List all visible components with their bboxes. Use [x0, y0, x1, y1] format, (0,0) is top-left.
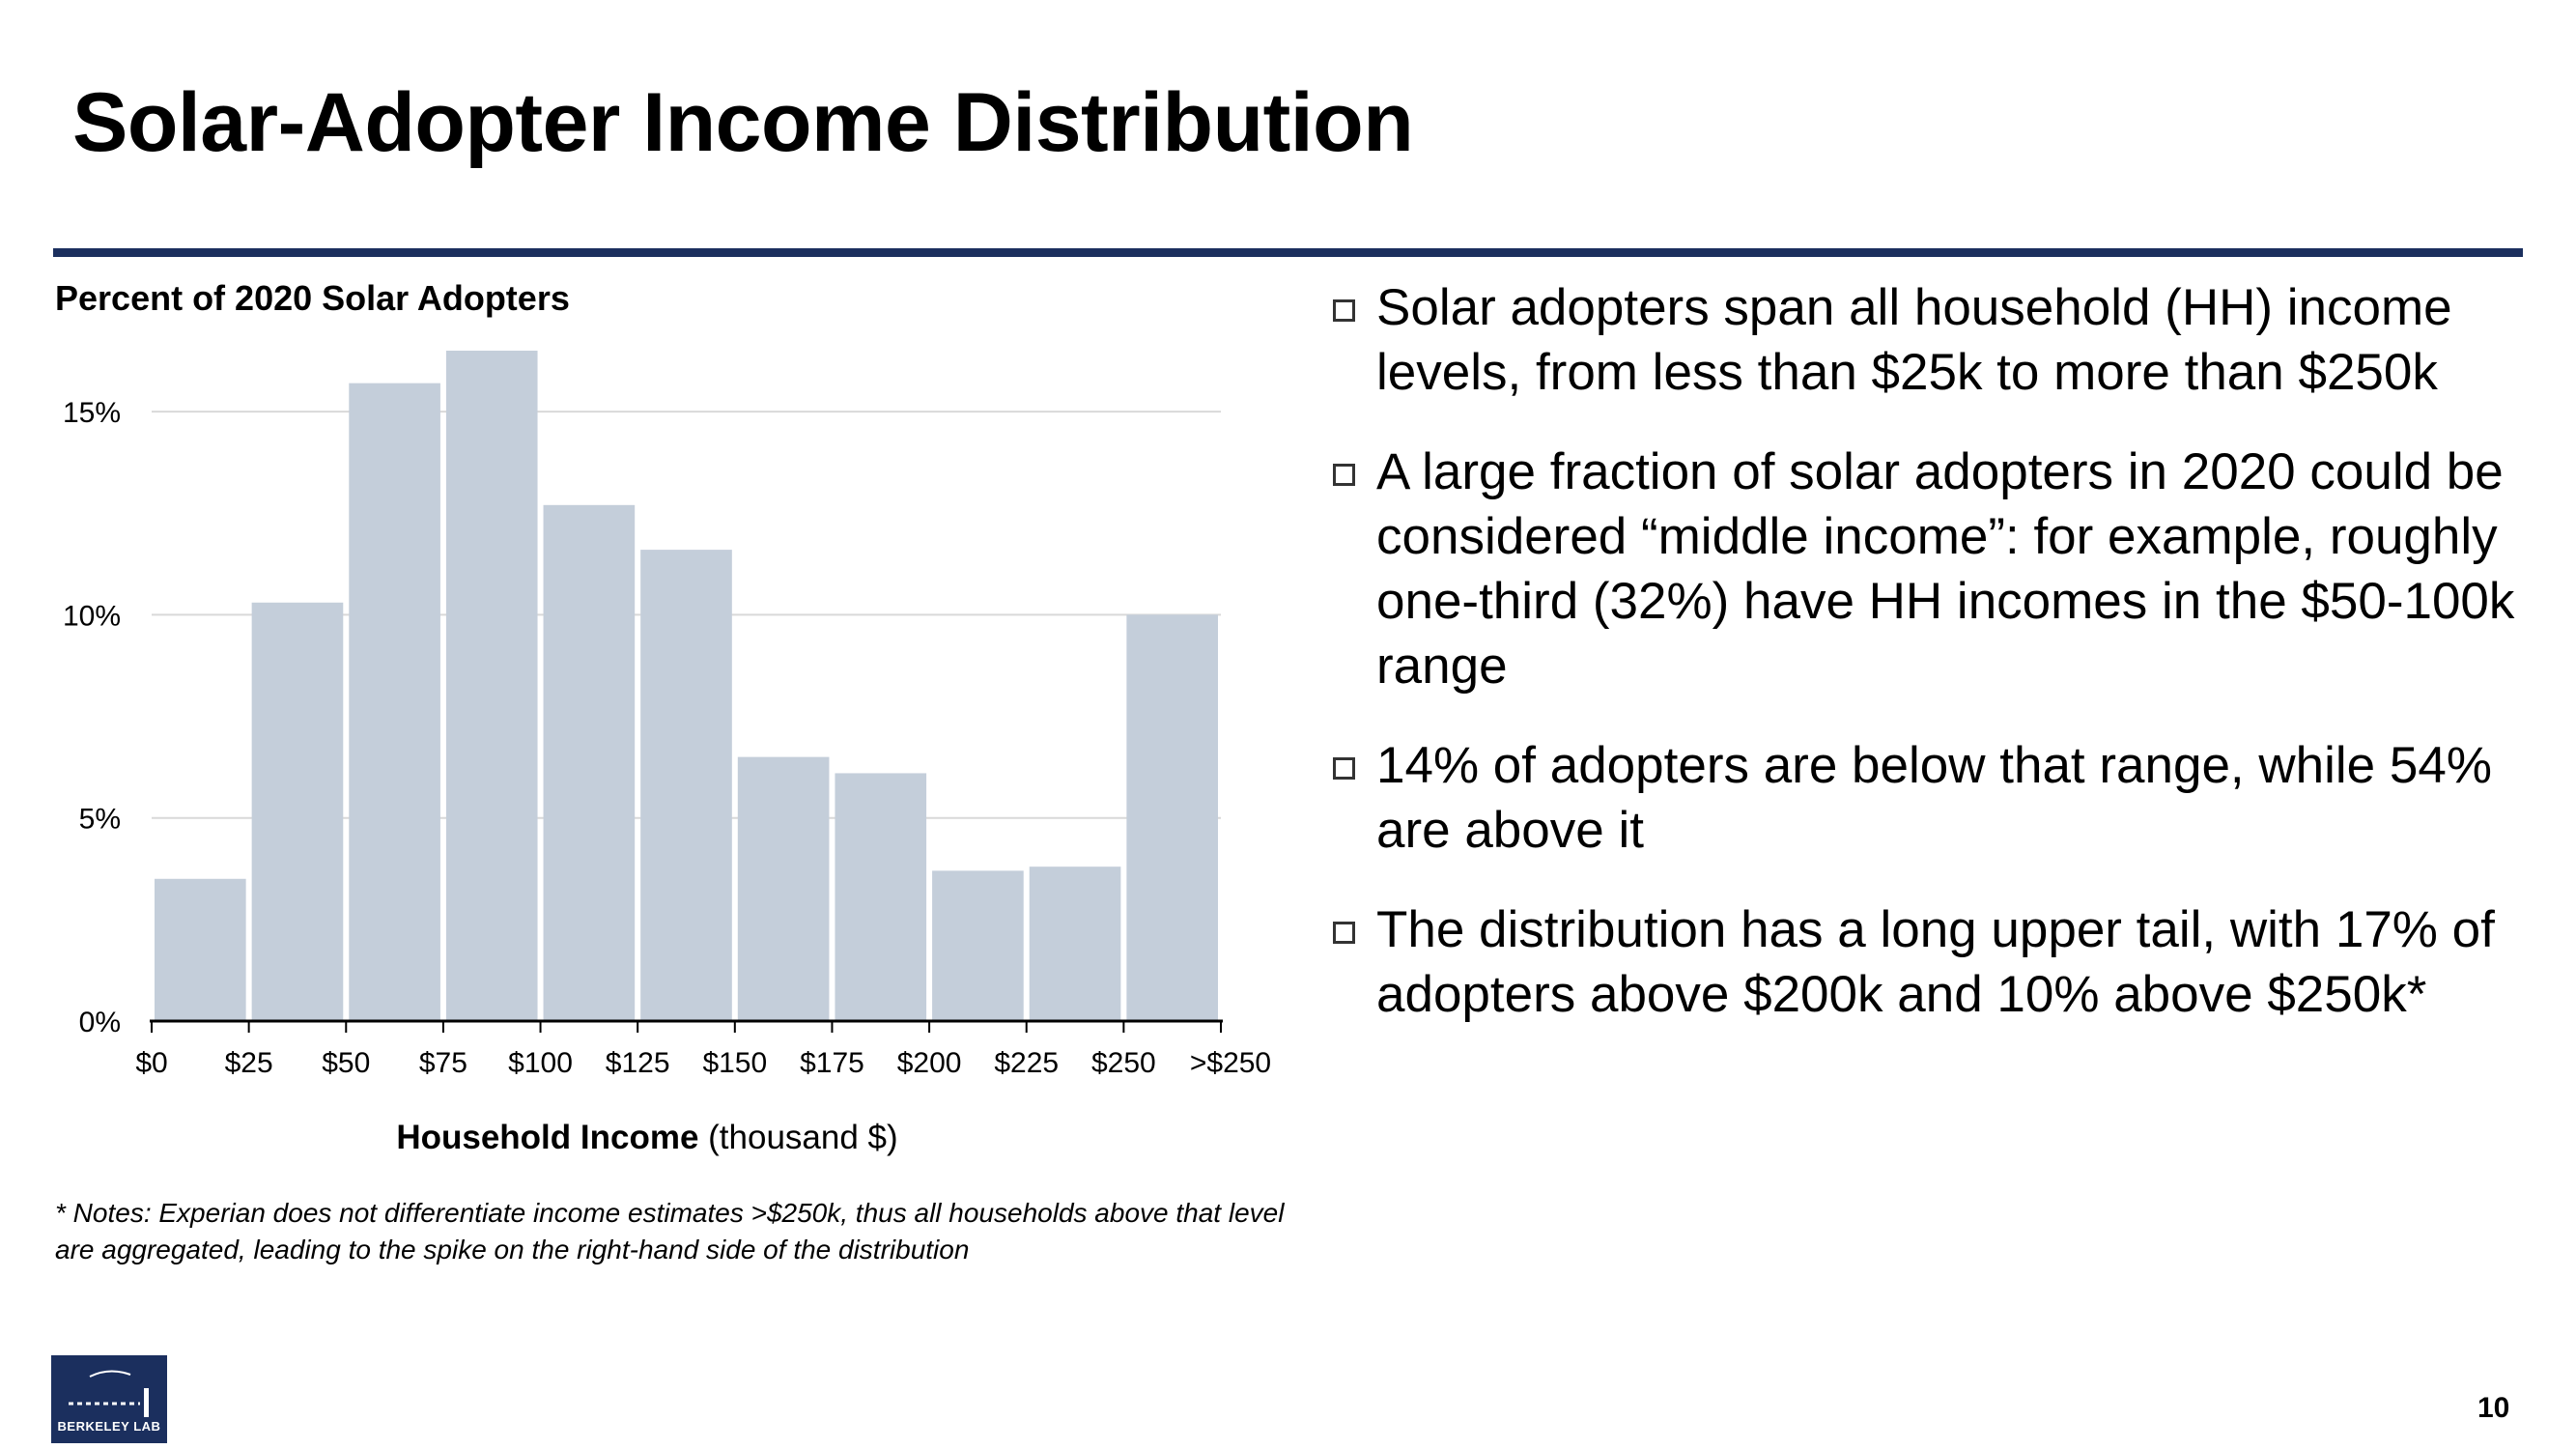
histogram-bar — [1029, 867, 1121, 1021]
x-tick-label: $75 — [419, 1047, 467, 1079]
x-tick-label: $150 — [702, 1047, 767, 1079]
bullet-text: Solar adopters span all household (HH) i… — [1376, 279, 2452, 401]
histogram-bar — [543, 504, 636, 1021]
square-bullet-icon — [1333, 464, 1355, 486]
income-histogram: 0% 5% 10% 15% $0 $25 $50 $75 $100 $125 $150 $175 $20… — [63, 351, 1271, 1079]
histogram-bar — [1126, 614, 1218, 1021]
y-tick-label: 5% — [79, 804, 121, 836]
chart-x-axis-title: Household Income (thousand $) — [0, 1119, 1294, 1157]
histogram-bar — [737, 756, 830, 1021]
histogram-bar — [445, 351, 538, 1021]
lab-building-icon — [69, 1370, 149, 1417]
bullet-text: 14% of adopters are below that range, wh… — [1376, 737, 2492, 859]
bullet-item: Solar adopters span all household (HH) i… — [1333, 275, 2550, 405]
histogram-bar — [932, 870, 1024, 1021]
y-tick-label: 0% — [79, 1007, 121, 1038]
bullet-text: The distribution has a long upper tail, … — [1376, 901, 2495, 1023]
histogram-bar — [835, 773, 927, 1021]
x-tick-label: $250 — [1091, 1047, 1156, 1079]
square-bullet-icon — [1333, 757, 1355, 780]
x-tick-label: $100 — [508, 1047, 573, 1079]
bullet-item: A large fraction of solar adopters in 20… — [1333, 440, 2550, 698]
x-tick-label: $200 — [897, 1047, 962, 1079]
x-tick-label: $175 — [800, 1047, 864, 1079]
histogram-bar — [349, 383, 440, 1021]
histogram-bar — [251, 602, 344, 1021]
x-axis-title-unit: (thousand $) — [698, 1119, 898, 1156]
berkeley-lab-logo: BERKELEY LAB — [51, 1355, 167, 1443]
chart-footnote: * Notes: Experian does not differentiate… — [55, 1198, 1285, 1264]
x-axis-title-bold: Household Income — [396, 1119, 699, 1156]
bullet-item: The distribution has a long upper tail, … — [1333, 897, 2550, 1027]
bullet-item: 14% of adopters are below that range, wh… — [1333, 733, 2550, 863]
title-divider — [53, 248, 2523, 257]
page-number: 10 — [2477, 1392, 2510, 1424]
y-tick-label: 15% — [63, 397, 121, 429]
histogram-bar — [155, 878, 246, 1021]
x-tick-label: $125 — [606, 1047, 670, 1079]
x-tick-label: >$250 — [1190, 1047, 1271, 1079]
y-tick-label: 10% — [63, 600, 121, 632]
chart-y-axis-title: Percent of 2020 Solar Adopters — [55, 278, 570, 318]
x-tick-label: $0 — [135, 1047, 167, 1079]
bullet-list: Solar adopters span all household (HH) i… — [1333, 275, 2550, 1062]
logo-text: BERKELEY LAB — [57, 1419, 161, 1434]
x-tick-label: $225 — [994, 1047, 1059, 1079]
histogram-bar — [640, 550, 732, 1021]
square-bullet-icon — [1333, 299, 1355, 322]
x-tick-label: $25 — [225, 1047, 273, 1079]
bullet-text: A large fraction of solar adopters in 20… — [1376, 443, 2515, 695]
slide-title: Solar-Adopter Income Distribution — [72, 76, 1414, 169]
square-bullet-icon — [1333, 922, 1355, 944]
x-tick-label: $50 — [322, 1047, 370, 1079]
